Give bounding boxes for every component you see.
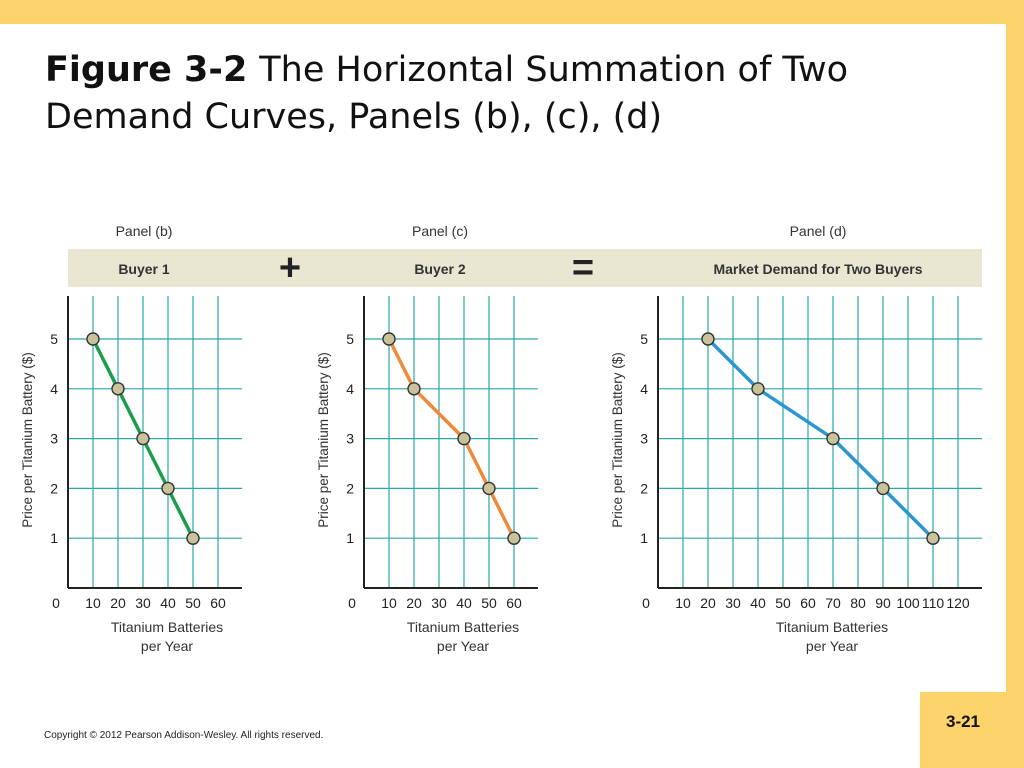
x-tick-label: 20 xyxy=(110,595,126,611)
y-tick-label: 1 xyxy=(640,530,648,546)
panel-label: Panel (d) xyxy=(790,223,847,239)
data-point xyxy=(186,531,200,545)
header-band xyxy=(68,249,982,287)
x-tick-label: 10 xyxy=(85,595,101,611)
data-point xyxy=(382,332,396,346)
x-tick-label: 30 xyxy=(431,595,447,611)
data-point xyxy=(876,481,890,496)
y-tick-label: 4 xyxy=(640,381,648,397)
x-tick-label: 100 xyxy=(896,595,920,611)
x-tick-label: 70 xyxy=(825,595,841,611)
x-tick-label: 30 xyxy=(135,595,151,611)
data-point xyxy=(136,431,150,446)
y-tick-label: 5 xyxy=(346,331,354,347)
x-axis-label-line2: per Year xyxy=(437,638,489,654)
x-axis-label-line2: per Year xyxy=(141,638,193,654)
data-point xyxy=(407,382,421,396)
x-tick-label: 40 xyxy=(456,595,472,611)
data-point xyxy=(161,481,175,496)
x-tick-label: 60 xyxy=(506,595,522,611)
equals-sign: = xyxy=(572,247,594,289)
y-axis-label: Price per Titanium Battery ($) xyxy=(20,352,35,528)
x-tick-label: 10 xyxy=(675,595,691,611)
x-axis-label-line2: per Year xyxy=(806,638,858,654)
y-tick-label: 5 xyxy=(640,331,648,347)
panel-label: Panel (b) xyxy=(116,223,173,239)
x-tick-label: 20 xyxy=(700,595,716,611)
y-tick-label: 2 xyxy=(640,480,648,496)
panel-2: Panel (d) Market Demand for Two Buyers 1 2 3… xyxy=(610,223,982,654)
y-tick-label: 3 xyxy=(50,431,58,447)
x-tick-label: 0 xyxy=(52,595,60,611)
data-point xyxy=(926,531,940,545)
figure-number: Figure 3-2 xyxy=(45,50,248,90)
x-tick-label: 60 xyxy=(210,595,226,611)
panel-label: Panel (c) xyxy=(412,223,468,239)
x-tick-label: 20 xyxy=(406,595,422,611)
data-point xyxy=(701,332,715,346)
data-point xyxy=(751,382,765,396)
x-tick-label: 10 xyxy=(381,595,397,611)
x-tick-label: 60 xyxy=(800,595,816,611)
x-tick-label: 110 xyxy=(922,595,945,611)
figure-title-text: The Horizontal Summation of Two Demand C… xyxy=(45,50,849,137)
data-point xyxy=(507,531,521,545)
y-tick-label: 2 xyxy=(346,480,354,496)
data-point xyxy=(482,481,496,496)
y-tick-label: 1 xyxy=(50,530,58,546)
data-point xyxy=(826,431,840,446)
y-axis-label: Price per Titanium Battery ($) xyxy=(316,352,331,528)
x-tick-label: 80 xyxy=(850,595,866,611)
x-axis-label: Titanium Batteries xyxy=(407,619,519,635)
x-axis-label: Titanium Batteries xyxy=(111,619,223,635)
x-axis-label: Titanium Batteries xyxy=(776,619,888,635)
copyright-text: Copyright © 2012 Pearson Addison-Wesley.… xyxy=(44,730,324,741)
x-tick-label: 90 xyxy=(875,595,891,611)
x-tick-label: 0 xyxy=(642,595,650,611)
x-tick-label: 50 xyxy=(185,595,201,611)
plus-sign: + xyxy=(279,247,301,289)
x-tick-label: 120 xyxy=(946,595,970,611)
x-tick-label: 50 xyxy=(481,595,497,611)
y-tick-label: 2 xyxy=(50,480,58,496)
y-axis-label: Price per Titanium Battery ($) xyxy=(610,352,625,528)
y-tick-label: 3 xyxy=(346,431,354,447)
band-label: Buyer 2 xyxy=(414,261,466,277)
x-tick-label: 0 xyxy=(348,595,356,611)
x-tick-label: 30 xyxy=(725,595,741,611)
data-point xyxy=(111,382,125,396)
y-tick-label: 3 xyxy=(640,431,648,447)
band-label: Buyer 1 xyxy=(118,261,170,277)
band-label: Market Demand for Two Buyers xyxy=(713,261,922,277)
slide-title: Figure 3-2 The Horizontal Summation of Tw… xyxy=(45,47,995,141)
footer-bar xyxy=(0,692,920,768)
x-tick-label: 40 xyxy=(750,595,766,611)
page-number: 3-21 xyxy=(945,712,981,731)
y-tick-label: 1 xyxy=(346,530,354,546)
x-tick-label: 40 xyxy=(160,595,176,611)
x-tick-label: 50 xyxy=(775,595,791,611)
data-point xyxy=(86,332,100,346)
y-tick-label: 5 xyxy=(50,331,58,347)
y-tick-label: 4 xyxy=(346,381,354,397)
data-point xyxy=(457,431,471,446)
y-tick-label: 4 xyxy=(50,381,58,397)
